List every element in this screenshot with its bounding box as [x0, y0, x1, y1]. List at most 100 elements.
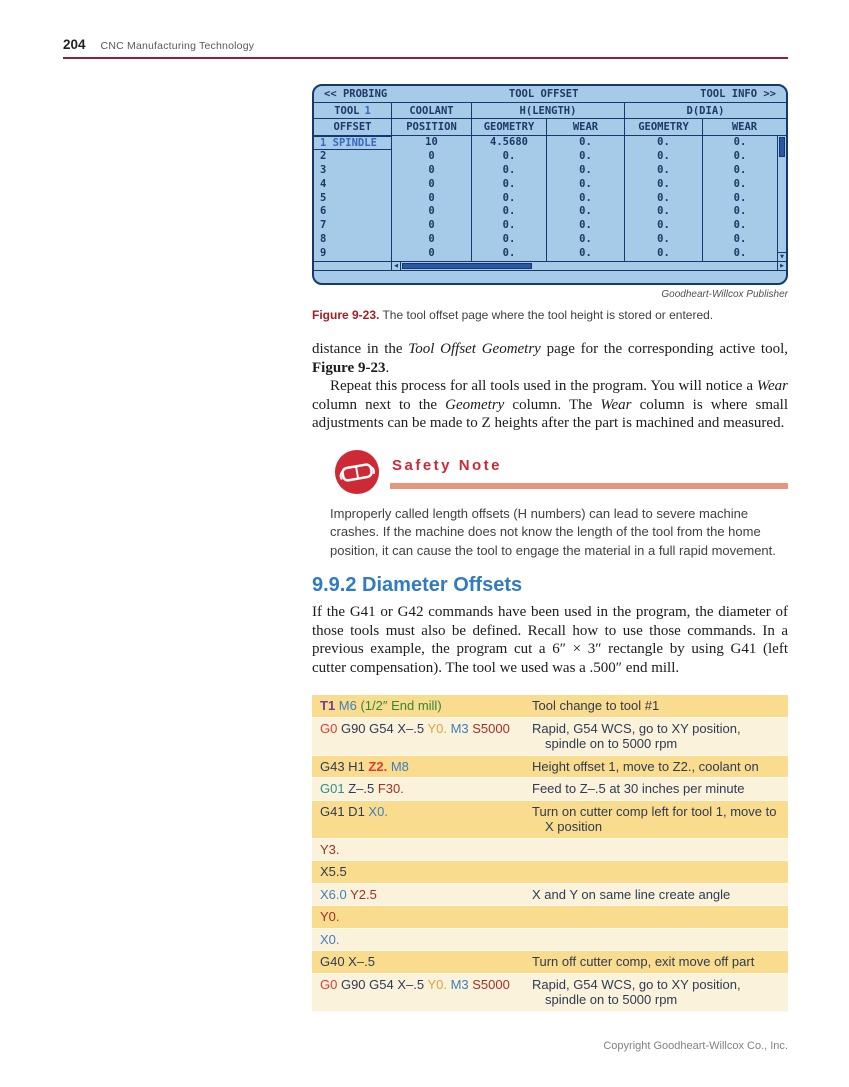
tool-info-nav-button[interactable]: TOOL INFO >>: [700, 88, 776, 100]
gcode-code-cell: G0 G90 G54 X–.5 Y0. M3 S5000: [320, 976, 510, 992]
body-paragraph-2: Repeat this process for all tools used i…: [312, 378, 789, 431]
safety-note-text: Improperly called length offsets (H numb…: [330, 505, 776, 558]
offset-table-cell: 0.: [625, 136, 703, 150]
tool-number: 1: [364, 104, 371, 117]
safety-note: Safety Note Improperly called length off…: [312, 449, 788, 561]
h-length-header-cell: H(LENGTH): [472, 103, 625, 118]
figure-caption: Figure 9-23. The tool offset page where …: [312, 308, 714, 322]
offset-table-row[interactable]: 4 0 0. 0. 0. 0.: [314, 177, 777, 192]
section-paragraph: If the G41 or G42 commands have been use…: [312, 604, 788, 676]
horizontal-scrollbar[interactable]: ◀ ▶: [314, 261, 786, 271]
gcode-description-cell: Tool change to tool #1: [532, 698, 660, 713]
gcode-row: G40 X–.5 Turn off cutter comp, exit move …: [312, 951, 788, 974]
probing-nav-button[interactable]: << PROBING: [324, 88, 388, 100]
screen-column-headers: OFFSET POSITION GEOMETRY WEAR GEOMETRY W…: [314, 119, 786, 136]
offset-table-cell: 0: [392, 191, 472, 206]
offset-table-cell: 4: [314, 177, 392, 192]
offset-table-cell: 0.: [547, 163, 625, 178]
offset-table-cell: 5: [314, 191, 392, 206]
gcode-code-cell: G43 H1 Z2. M8: [320, 758, 409, 774]
offset-table-row[interactable]: 9 0 0. 0. 0. 0.: [314, 247, 777, 261]
offset-table-row[interactable]: 3 0 0. 0. 0. 0.: [314, 163, 777, 178]
offset-table-cell: 0.: [625, 205, 703, 220]
page-number: 204: [63, 37, 86, 52]
offset-table-cell: 0.: [733, 205, 747, 218]
gcode-description-cell: [524, 842, 780, 858]
gcode-row: T1 M6 (1/2″ End mill) Tool change to tool…: [312, 695, 788, 718]
offset-table-cell: 0.: [733, 191, 747, 204]
scrollbar-left-gap: [314, 262, 392, 270]
gcode-description-cell: Feed to Z–.5 at 30 inches per minute: [532, 781, 745, 796]
gcode-description-cell: X and Y on same line create angle: [532, 886, 731, 902]
horizontal-scrollbar-track[interactable]: ◀ ▶: [392, 262, 786, 270]
figure-credit: Goodheart-Willcox Publisher: [661, 289, 788, 300]
scroll-down-arrow-icon[interactable]: ▼: [778, 252, 786, 261]
gcode-row: X5.5: [312, 861, 788, 884]
offset-column-header: OFFSET: [314, 119, 392, 135]
header-rule: [63, 57, 788, 59]
offset-table-cell: 0.: [733, 247, 747, 259]
coolant-header-cell: COOLANT: [392, 103, 472, 118]
offset-table-cell: 0.: [472, 233, 547, 247]
offset-table-cell: 9: [314, 247, 392, 261]
offset-table-row[interactable]: 2 0 0. 0. 0. 0.: [314, 149, 777, 164]
horizontal-scrollbar-thumb[interactable]: [402, 263, 532, 269]
offset-table-cell: 0.: [547, 191, 625, 206]
offset-table-cell: 0.: [472, 149, 547, 164]
offset-table-row[interactable]: 7 0 0. 0. 0. 0.: [314, 219, 777, 234]
offset-table-cell: 0.: [733, 163, 747, 176]
offset-table-cell: 3: [314, 163, 392, 178]
offset-table-cell: 0: [392, 205, 472, 220]
d-wear-column-header: WEAR: [731, 121, 758, 133]
scroll-left-arrow-icon[interactable]: ◀: [392, 262, 401, 270]
gcode-code-cell: G0 G90 G54 X–.5 Y0. M3 S5000: [320, 720, 510, 736]
offset-table-cell: 0.: [472, 205, 547, 220]
gcode-description-cell: [524, 932, 780, 948]
offset-table-cell: 1 SPINDLE: [314, 136, 392, 150]
gcode-description-cell: [524, 864, 780, 880]
gcode-code-cell: Y0.: [320, 909, 340, 924]
figure-label: Figure 9-23.: [312, 308, 380, 322]
offset-table-row[interactable]: 1 SPINDLE 10 4.5680 0. 0. 0.: [314, 136, 777, 150]
gcode-description-cell: [524, 909, 780, 925]
running-head: 204 CNC Manufacturing Technology: [63, 37, 788, 52]
offset-table-cell: 4.5680: [472, 136, 547, 150]
scroll-right-arrow-icon[interactable]: ▶: [777, 262, 786, 270]
offset-table-cell: 0.: [547, 247, 625, 261]
offset-table-cell: 2: [314, 149, 392, 164]
offset-table-cell: 0.: [547, 219, 625, 234]
offset-table-cell: 0.: [472, 177, 547, 192]
offset-table-row[interactable]: 6 0 0. 0. 0. 0.: [314, 205, 777, 220]
vertical-scrollbar-thumb[interactable]: [779, 137, 785, 157]
main-column: << PROBING TOOL OFFSET TOOL INFO >> TOOL…: [312, 84, 788, 1012]
offset-table-cell: 0.: [625, 233, 703, 247]
gcode-code-cell: X6.0 Y2.5: [320, 886, 377, 902]
copyright-line: Copyright Goodheart-Willcox Co., Inc.: [603, 1040, 788, 1052]
offset-table-cell: 0.: [472, 219, 547, 234]
offset-table-cell: 0.: [625, 177, 703, 192]
vertical-scrollbar[interactable]: ▼: [777, 136, 786, 261]
safety-note-title: Safety Note: [392, 456, 503, 474]
offset-table-cell: 0.: [625, 247, 703, 261]
gcode-row: Y0.: [312, 906, 788, 929]
offset-table-cell: 0: [392, 247, 472, 261]
offset-table-cell: 0.: [547, 233, 625, 247]
gcode-code-cell: Y3.: [320, 841, 340, 857]
position-column-header: POSITION: [392, 119, 472, 135]
section-heading: 9.9.2 Diameter Offsets: [312, 574, 523, 596]
gcode-table: T1 M6 (1/2″ End mill) Tool change to tool…: [312, 695, 788, 1012]
gcode-code-cell: X5.5: [320, 864, 347, 879]
offset-table-cell: 0.: [733, 136, 747, 148]
offset-table-cell: 0.: [472, 163, 547, 178]
gcode-row: G01 Z–.5 F30. Feed to Z–.5 at 30 inches p…: [312, 778, 788, 801]
offset-table-cell: 0.: [733, 233, 747, 246]
offset-table-row[interactable]: 5 0 0. 0. 0. 0.: [314, 191, 777, 206]
screen-header-row: TOOL 1 COOLANT H(LENGTH) D(DIA): [314, 103, 786, 119]
offset-table-row[interactable]: 8 0 0. 0. 0. 0.: [314, 233, 777, 247]
tool-offset-title: TOOL OFFSET: [508, 88, 579, 100]
d-dia-header-cell: D(DIA): [686, 104, 725, 117]
safety-note-bar: [390, 482, 788, 489]
offset-table-cell: 0: [392, 233, 472, 247]
gcode-description-cell: Rapid, G54 WCS, go to XY position, spindl…: [532, 720, 741, 752]
